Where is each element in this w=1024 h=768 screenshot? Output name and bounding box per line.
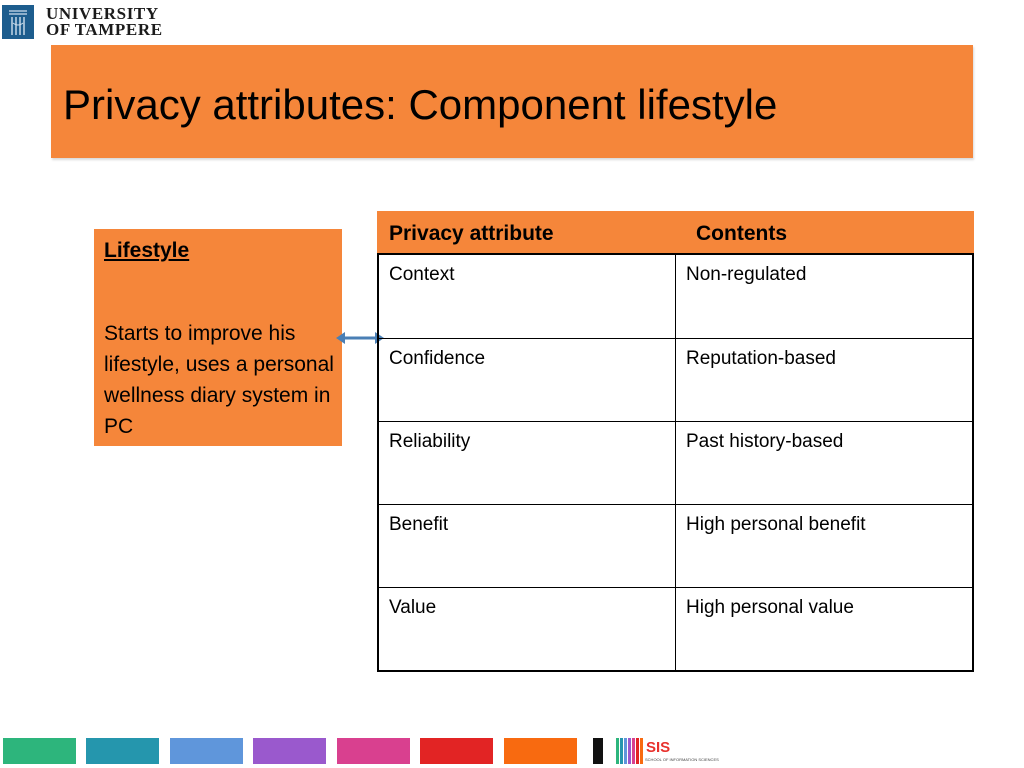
footer-stripe-green [3,738,76,764]
footer-stripe-orange [504,738,577,764]
footer-stripe-teal [86,738,159,764]
sis-label: SIS [646,739,671,756]
footer-stripe-purple [253,738,326,764]
attribute-cell: Confidence [379,339,676,421]
logo-line-1: UNIVERSITY [46,4,159,23]
table-row: Benefit High personal benefit [379,504,972,587]
attribute-cell: Context [379,255,676,338]
attribute-cell: Benefit [379,505,676,587]
university-name: UNIVERSITY OF TAMPERE [46,4,163,39]
footer-stripe-pink [337,738,410,764]
table-row: Context Non-regulated [379,255,972,338]
table-body: Context Non-regulated Confidence Reputat… [377,253,974,672]
attribute-cell: Reliability [379,422,676,504]
sis-bars-icon [616,738,643,764]
table-row: Reliability Past history-based [379,421,972,504]
contents-cell: Non-regulated [686,264,807,285]
table-row: Confidence Reputation-based [379,338,972,421]
university-logo: UNIVERSITY OF TAMPERE [2,4,163,40]
lifestyle-description: Starts to improve his lifestyle, uses a … [104,322,334,438]
footer-stripe-black [593,738,603,764]
contents-cell: High personal benefit [686,514,866,535]
header-privacy-attribute: Privacy attribute [389,222,554,245]
university-emblem-icon [2,5,34,39]
title-bar: Privacy attributes: Component lifestyle [51,45,973,158]
contents-cell: High personal value [686,597,854,618]
footer-stripe-blue [170,738,243,764]
slide-title: Privacy attributes: Component lifestyle [63,81,778,128]
table-row: Value High personal value [379,587,972,670]
privacy-attributes-table: Privacy attribute Contents Context Non-r… [377,211,974,672]
lifestyle-box: Lifestyle Starts to improve his lifestyl… [94,229,342,446]
logo-line-2: OF TAMPERE [46,20,163,39]
sis-subtitle: SCHOOL OF INFORMATION SCIENCES [645,757,719,762]
table-header: Privacy attribute Contents [377,211,974,253]
contents-cell: Past history-based [686,431,844,452]
footer-stripe-red [420,738,493,764]
header-contents: Contents [696,222,787,245]
footer-stripes [0,738,1024,766]
sis-logo: SIS SCHOOL OF INFORMATION SCIENCES [616,738,719,764]
lifestyle-heading: Lifestyle [104,239,190,262]
contents-cell: Reputation-based [686,348,836,369]
attribute-cell: Value [379,588,676,670]
